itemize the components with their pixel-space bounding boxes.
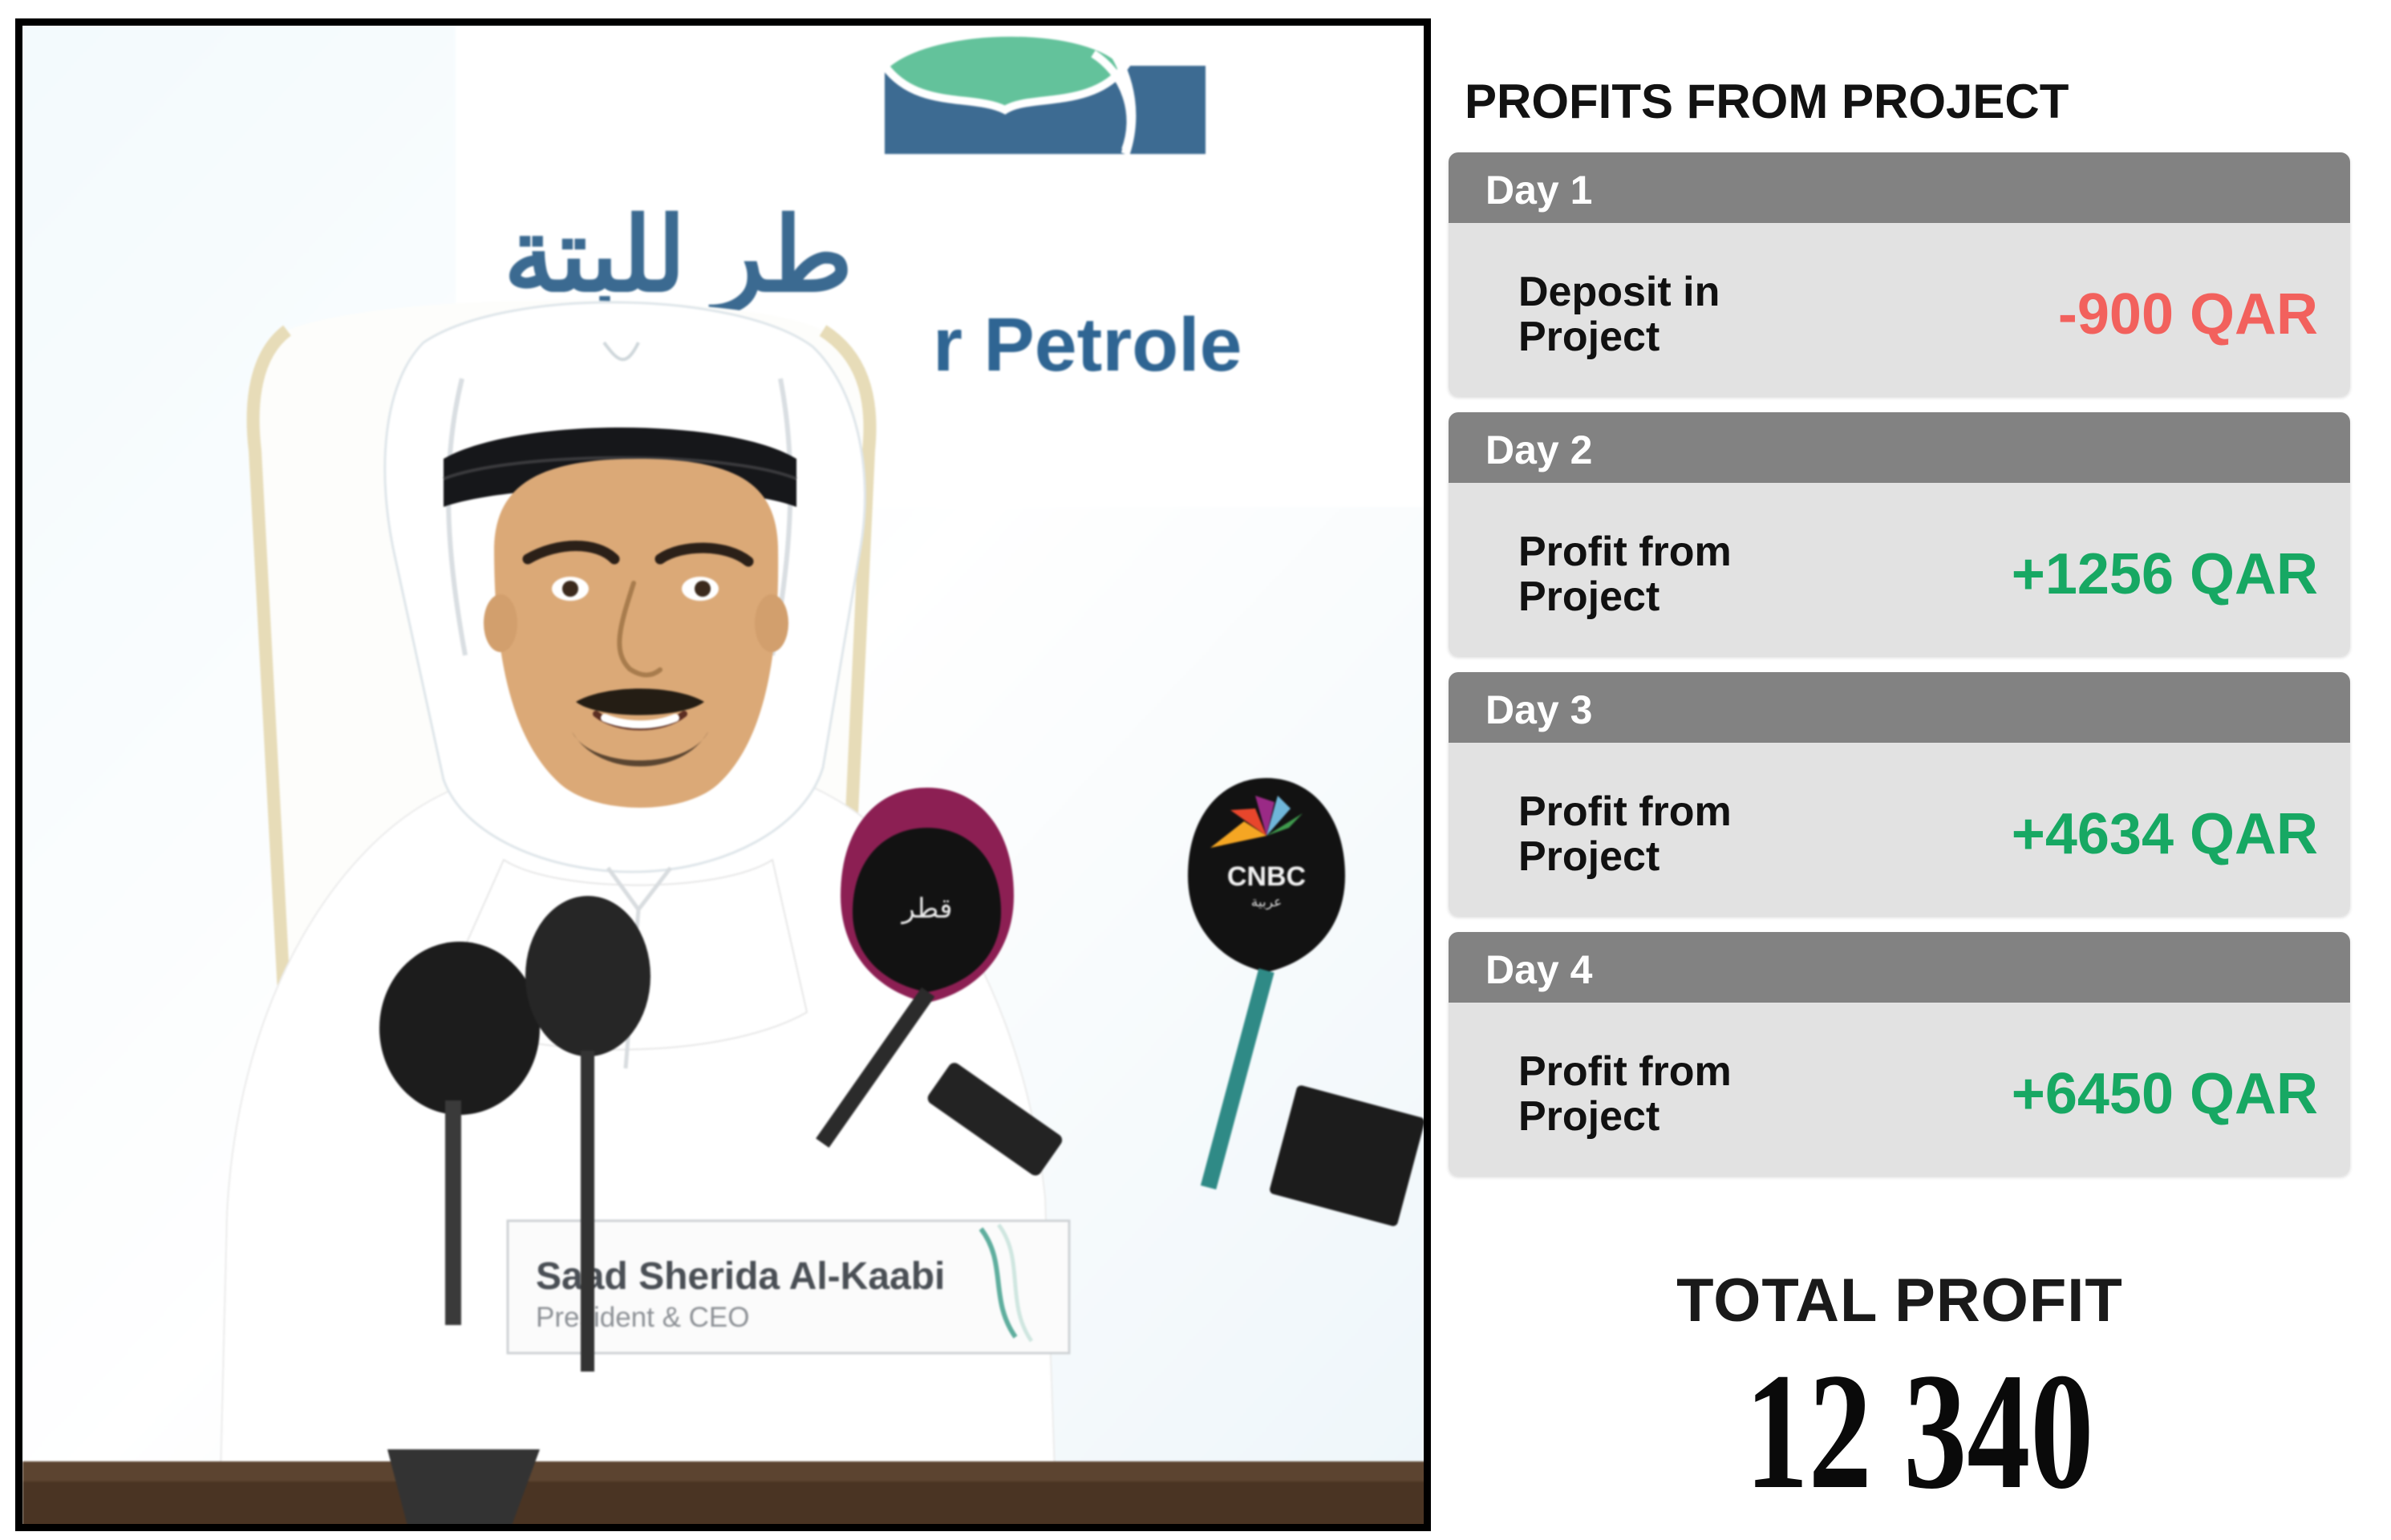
svg-text:عربية: عربية xyxy=(1251,894,1283,910)
svg-text:طر للبتة: طر للبتة xyxy=(504,198,853,318)
svg-text:Saad Sherida Al-Kaabi: Saad Sherida Al-Kaabi xyxy=(536,1255,945,1298)
svg-text:President & CEO: President & CEO xyxy=(536,1302,750,1333)
svg-text:قطر: قطر xyxy=(901,894,953,925)
svg-text:CNBC: CNBC xyxy=(1227,861,1306,892)
svg-text:r Petrole: r Petrole xyxy=(933,302,1242,387)
